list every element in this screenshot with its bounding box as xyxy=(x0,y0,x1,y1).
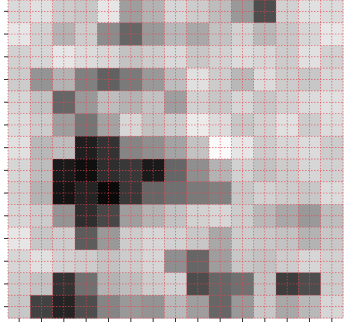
heatmap-gridlines xyxy=(7,0,344,319)
heatmap-cell xyxy=(97,227,121,251)
heatmap-cell xyxy=(298,227,322,251)
heatmap-cell xyxy=(209,159,232,183)
heatmap-cell xyxy=(52,68,76,92)
heatmap-cell xyxy=(8,272,31,296)
heatmap-cell xyxy=(97,68,121,92)
heatmap-cell xyxy=(164,113,188,137)
heatmap-cell xyxy=(52,159,76,183)
heatmap-cell xyxy=(97,113,121,137)
heatmap-cell xyxy=(209,113,232,137)
heatmap-cell xyxy=(97,159,121,183)
y-axis-ticks xyxy=(4,10,8,308)
heatmap-cell xyxy=(164,159,188,183)
heatmap-cell xyxy=(52,113,76,137)
heatmap-cell xyxy=(8,0,31,24)
heatmap-cell xyxy=(298,68,322,92)
heatmap-cell xyxy=(52,272,76,296)
heatmap-cell xyxy=(97,272,121,296)
heatmap-cell xyxy=(253,159,277,183)
heatmap-cell xyxy=(298,272,322,296)
heatmap-cell xyxy=(209,272,232,296)
heatmap-cell xyxy=(164,0,188,24)
heatmap-cell xyxy=(253,113,277,137)
heatmap-cell xyxy=(52,227,76,251)
heatmap-cell xyxy=(164,227,188,251)
heatmap-cell xyxy=(97,0,121,24)
heatmap-cell xyxy=(164,272,188,296)
x-axis-ticks xyxy=(18,318,333,322)
heatmap-cell xyxy=(253,272,277,296)
heatmap-cell xyxy=(8,113,31,137)
heatmap-cell xyxy=(253,0,277,24)
heatmap-cell xyxy=(298,159,322,183)
heatmap-cell xyxy=(8,68,31,92)
heatmap-cell xyxy=(164,68,188,92)
heatmap-cell xyxy=(8,227,31,251)
heatmap-cell xyxy=(52,0,76,24)
heatmap-cell xyxy=(253,227,277,251)
heatmap-cell xyxy=(298,0,322,24)
heatmap-cell xyxy=(8,159,31,183)
heatmap-cell xyxy=(209,227,232,251)
heatmap-cell xyxy=(209,68,232,92)
heatmap-cell xyxy=(209,0,232,24)
heatmap-cell xyxy=(298,113,322,137)
heatmap-cell xyxy=(253,68,277,92)
